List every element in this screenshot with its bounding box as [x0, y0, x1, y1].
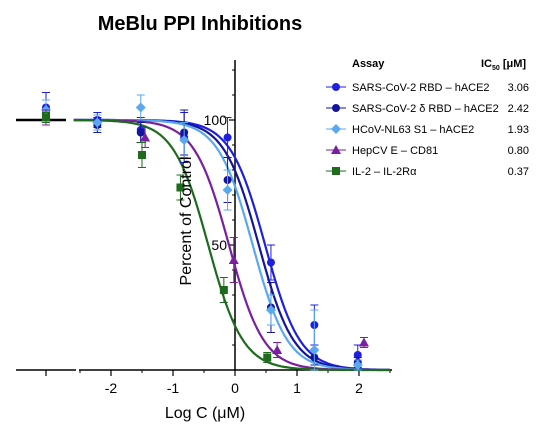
data-point — [309, 345, 320, 355]
legend-header-ic50-main: IC — [481, 58, 492, 70]
legend-swatch-marker — [332, 83, 340, 91]
legend-header-ic50-unit: [μM] — [500, 58, 527, 70]
legend-ic50-value: 0.37 — [508, 166, 529, 178]
legend-swatch-marker — [331, 145, 341, 154]
chart-title: MeBlu PPI Inhibitions — [98, 13, 302, 35]
data-point — [135, 102, 146, 113]
legend-label: HCoV-NL63 S1 – hACE2 — [352, 124, 474, 136]
legend-label: IL-2 – IL-2Rα — [352, 166, 417, 178]
series-5 — [42, 112, 272, 363]
x-tick-label: 1 — [293, 380, 301, 396]
data-point — [138, 151, 146, 159]
data-point — [140, 132, 151, 142]
data-point — [92, 117, 103, 128]
legend-header-assay: Assay — [352, 58, 385, 70]
data-point — [176, 183, 185, 192]
legend-entry-1: SARS-CoV-2 RBD – hACE2 3.06 — [326, 82, 529, 94]
legend-ic50-value: 1.93 — [508, 124, 529, 136]
legend-header-ic50-sub: 50 — [492, 65, 500, 72]
x-tick-label: 2 — [355, 380, 363, 396]
control-point — [42, 113, 50, 122]
y-tick-label: 50 — [211, 237, 227, 253]
legend-swatch-marker — [332, 167, 340, 175]
data-point — [179, 135, 190, 145]
data-point — [263, 353, 272, 362]
legend-label: HepCV E – CD81 — [352, 145, 438, 157]
y-tick-label: 100 — [204, 112, 228, 128]
x-tick-label: 0 — [231, 380, 239, 396]
fit-curve-series-5 — [73, 119, 390, 372]
data-point — [265, 305, 276, 315]
error-bar — [310, 309, 319, 371]
legend-label: SARS-CoV-2 δ RBD – hACE2 — [352, 103, 499, 115]
legend-entry-2: SARS-CoV-2 δ RBD – hACE2 2.42 — [326, 103, 529, 115]
data-point — [136, 128, 145, 137]
legend-header-ic50: IC50 [μM] — [481, 58, 526, 72]
x-tick-label: -1 — [167, 380, 180, 396]
legend: Assay IC50 [μM] SARS-CoV-2 RBD – hACE2 3.… — [326, 58, 529, 178]
data-point — [352, 360, 363, 370]
x-axis-label: Log C (μM) — [165, 405, 245, 422]
legend-label: SARS-CoV-2 RBD – hACE2 — [352, 82, 490, 94]
plot-area: -2 -1 0 1 2 50 100 — [16, 60, 392, 396]
data-point — [223, 133, 232, 142]
legend-entry-5: IL-2 – IL-2Rα 0.37 — [326, 166, 529, 178]
data-point — [222, 185, 233, 195]
legend-swatch-marker — [331, 124, 341, 134]
series-4 — [41, 109, 369, 358]
y-axis-label: Percent of Control — [178, 157, 195, 286]
legend-entry-3: HCoV-NL63 S1 – hACE2 1.93 — [326, 124, 529, 136]
x-tick-label: -2 — [105, 380, 118, 396]
legend-ic50-value: 2.42 — [508, 103, 529, 115]
legend-entry-4: HepCV E – CD81 0.80 — [326, 145, 529, 157]
legend-swatch-marker — [332, 104, 340, 112]
legend-ic50-value: 3.06 — [508, 82, 529, 94]
data-point — [228, 255, 239, 264]
series-3 — [41, 94, 363, 371]
data-point — [358, 337, 369, 347]
data-point — [219, 286, 228, 294]
data-point — [266, 258, 275, 267]
data-point — [272, 345, 283, 354]
legend-ic50-value: 0.80 — [508, 145, 529, 157]
